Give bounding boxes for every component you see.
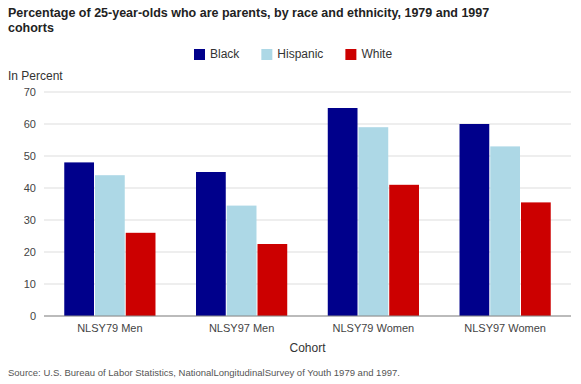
bar: [257, 244, 287, 316]
x-tick-label: NLSY79 Women: [333, 322, 415, 334]
legend-label: White: [361, 47, 392, 61]
x-tick-label: NLSY97 Men: [209, 322, 274, 334]
grid-line: [44, 92, 571, 93]
legend: Black Hispanic White: [194, 47, 392, 61]
x-tick-label: NLSY97 Women: [464, 322, 546, 334]
bar: [227, 206, 257, 316]
bar: [389, 185, 419, 316]
bar: [460, 124, 490, 316]
x-axis-label: Cohort: [289, 341, 326, 355]
x-tick-label: NLSY79 Men: [77, 322, 142, 334]
title-line: Percentage of 25-year-olds who are paren…: [8, 6, 489, 20]
legend-swatch: [261, 49, 272, 60]
bar: [328, 108, 358, 316]
legend-label: Hispanic: [277, 47, 323, 61]
legend-swatch: [194, 49, 205, 60]
title-line: cohorts: [8, 21, 54, 35]
y-tick-label: 30: [24, 214, 36, 226]
grid: [44, 92, 571, 316]
legend-label: Black: [210, 47, 240, 61]
y-tick-label: 70: [24, 86, 36, 98]
annotation: Source: U.S. Bureau of Labor Statistics,…: [8, 367, 400, 378]
x-axis-line: [44, 316, 571, 317]
grid-line: [44, 124, 571, 125]
bar: [521, 202, 551, 316]
chart: Percentage of 25-year-olds who are paren…: [0, 0, 581, 384]
y-tick-label: 20: [24, 246, 36, 258]
title: Percentage of 25-year-olds who are paren…: [8, 6, 489, 35]
bar: [64, 162, 94, 316]
grid-line: [44, 316, 571, 317]
y-tick-label: 10: [24, 278, 36, 290]
y-tick-label: 60: [24, 118, 36, 130]
bar: [95, 175, 125, 316]
y-tick-label: 40: [24, 182, 36, 194]
bar: [126, 233, 156, 316]
y-tick-label: 50: [24, 150, 36, 162]
bar: [196, 172, 226, 316]
bar: [490, 146, 520, 316]
legend-swatch: [345, 49, 356, 60]
y-axis-label: In Percent: [8, 69, 63, 83]
bar: [359, 127, 389, 316]
y-tick-label: 0: [30, 310, 36, 322]
